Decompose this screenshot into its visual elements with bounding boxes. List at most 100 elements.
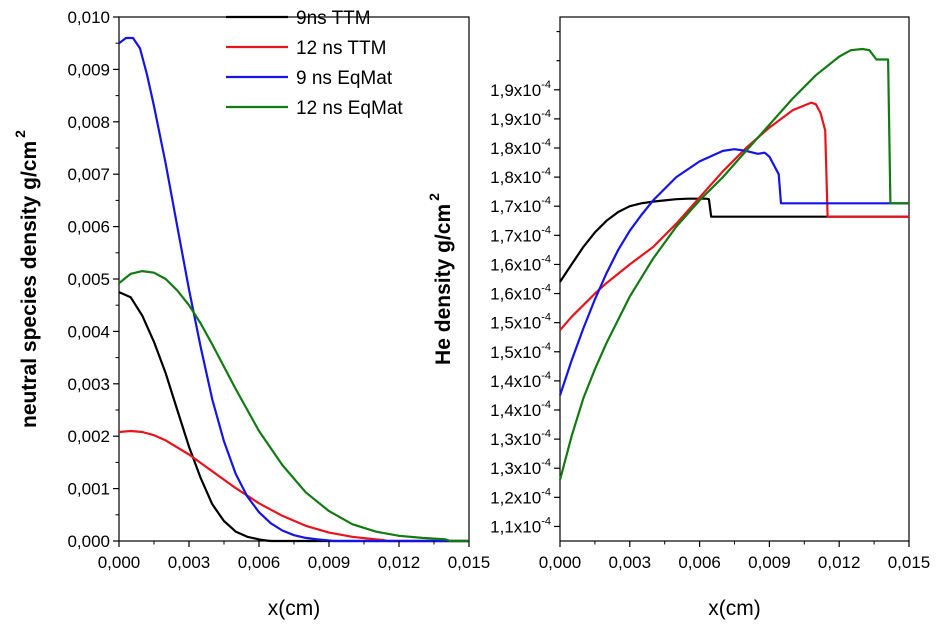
y-tick-exponent: -4: [541, 253, 551, 265]
y-tick-label: 0,005: [67, 270, 110, 289]
series-line-1-3: [558, 47, 909, 481]
x-tick-label: 0,009: [748, 553, 791, 572]
y-tick-label: 0,008: [67, 113, 110, 132]
y-tick-label: 1,7x10-4: [490, 224, 551, 245]
y-tick-label: 1,9x10-4: [490, 108, 551, 129]
series-line-1-1: [559, 101, 909, 331]
x-tick-label: 0,015: [448, 553, 491, 572]
y-tick-label: 1,3x10-4: [490, 457, 551, 478]
y-tick-mantissa: 1,3x10: [490, 459, 541, 478]
y-tick-mantissa: 1,9x10: [490, 81, 541, 100]
y-tick-exponent: -4: [541, 283, 551, 295]
y-tick-exponent: -4: [541, 137, 551, 149]
y-tick-exponent: -4: [541, 224, 551, 236]
y-tick-label: 0,003: [67, 375, 110, 394]
y-tick-mantissa: 1,8x10: [490, 168, 541, 187]
left-y-axis-label-sup: 2: [12, 130, 28, 138]
series-line-1-2: [558, 148, 909, 396]
y-tick-mantissa: 1,4x10: [490, 401, 541, 420]
right-chart: 0,000 0,003 0,006 0,009 0,012 0,015 1,1x10-4 1…: [426, 16, 931, 620]
y-tick-label: 1,5x10-4: [490, 312, 551, 333]
legend-label: 9ns TTM: [296, 8, 371, 29]
left-y-axis-ticks: 0,000 0,001 0,002 0,003 0,004 0,005 0,006 0,007…: [67, 8, 119, 551]
x-tick-label: 0,009: [308, 553, 351, 572]
y-tick-mantissa: 1,6x10: [490, 285, 541, 304]
y-tick-label: 0,006: [67, 218, 110, 237]
series-line-1-0: [559, 197, 909, 283]
left-x-axis-label: x(cm): [268, 597, 320, 620]
y-tick-exponent: -4: [541, 457, 551, 469]
right-x-axis-ticks: 0,000 0,003 0,006 0,009 0,012 0,015: [539, 541, 931, 572]
y-tick-label: 1,6x10-4: [490, 283, 551, 304]
y-tick-label: 0,007: [67, 165, 110, 184]
legend: 9ns TTM 12 ns TTM 9 ns EqMat 12 ns EqMat: [226, 8, 403, 119]
left-x-axis-ticks: 0,000 0,003 0,006 0,009 0,012 0,015: [98, 541, 491, 572]
y-tick-label: 1,4x10-4: [490, 399, 551, 420]
right-y-axis-label: He density g/cm 2: [426, 193, 455, 365]
y-tick-mantissa: 1,7x10: [490, 226, 541, 245]
series-line-0-2: [118, 36, 469, 543]
left-y-axis-label-text: neutral species density g/cm: [18, 141, 41, 428]
y-tick-label: 1,8x10-4: [490, 137, 551, 158]
left-y-axis-label: neutral species density g/cm 2: [12, 130, 41, 428]
y-tick-mantissa: 1,7x10: [490, 197, 541, 216]
y-tick-label: 0,009: [67, 60, 110, 79]
x-tick-label: 0,006: [678, 553, 721, 572]
y-tick-exponent: -4: [541, 486, 551, 498]
y-tick-mantissa: 1,5x10: [490, 314, 541, 333]
y-tick-exponent: -4: [541, 515, 551, 527]
right-y-axis-label-text: He density g/cm: [432, 204, 455, 365]
right-series-group: [558, 47, 909, 481]
y-tick-label: 0,002: [67, 427, 110, 446]
series-line-0-0: [118, 291, 469, 543]
y-tick-exponent: -4: [541, 166, 551, 178]
y-tick-label: 1,6x10-4: [490, 253, 551, 274]
x-tick-label: 0,015: [888, 553, 931, 572]
legend-label: 9 ns EqMat: [296, 68, 393, 89]
y-tick-label: 1,4x10-4: [490, 370, 551, 391]
legend-label: 12 ns TTM: [296, 38, 386, 59]
y-tick-exponent: -4: [541, 341, 551, 353]
y-tick-mantissa: 1,2x10: [490, 488, 541, 507]
left-chart: 0,000 0,003 0,006 0,009 0,012 0,015 0,0000,00…: [12, 8, 491, 620]
left-series-group: [118, 36, 469, 543]
y-tick-label: 0,000: [67, 532, 110, 551]
y-tick-exponent: -4: [541, 195, 551, 207]
y-tick-label: 1,1x10-4: [490, 515, 551, 536]
x-tick-label: 0,003: [609, 553, 652, 572]
y-tick-exponent: -4: [541, 399, 551, 411]
y-tick-exponent: -4: [541, 108, 551, 120]
y-tick-exponent: -4: [541, 79, 551, 91]
x-tick-label: 0,000: [98, 553, 141, 572]
x-tick-label: 0,012: [378, 553, 421, 572]
right-x-axis-label: x(cm): [708, 597, 760, 620]
right-y-axis-ticks: 1,1x10-41,2x10-41,3x10-41,3x10-41,4x10-4…: [490, 30, 560, 536]
y-tick-label: 1,2x10-4: [490, 486, 551, 507]
x-tick-label: 0,000: [539, 553, 582, 572]
y-tick-label: 0,001: [67, 480, 110, 499]
left-plot-frame: [118, 16, 470, 542]
y-tick-mantissa: 1,6x10: [490, 255, 541, 274]
x-tick-label: 0,003: [168, 553, 211, 572]
y-tick-mantissa: 1,5x10: [490, 343, 541, 362]
x-tick-label: 0,012: [818, 553, 861, 572]
y-tick-label: 1,8x10-4: [490, 166, 551, 187]
y-tick-exponent: -4: [541, 312, 551, 324]
y-tick-label: 1,9x10-4: [490, 79, 551, 100]
y-tick-mantissa: 1,3x10: [490, 430, 541, 449]
y-tick-label: 1,7x10-4: [490, 195, 551, 216]
series-line-0-1: [118, 429, 469, 543]
y-tick-label: 1,3x10-4: [490, 428, 551, 449]
y-tick-mantissa: 1,4x10: [490, 372, 541, 391]
legend-label: 12 ns EqMat: [296, 98, 403, 119]
y-tick-mantissa: 1,9x10: [490, 110, 541, 129]
right-y-axis-label-sup: 2: [426, 193, 442, 201]
y-tick-mantissa: 1,8x10: [490, 139, 541, 158]
y-tick-label: 1,5x10-4: [490, 341, 551, 362]
y-tick-label: 0,010: [67, 8, 110, 27]
series-line-0-3: [118, 270, 469, 543]
y-tick-label: 0,004: [67, 322, 110, 341]
x-tick-label: 0,006: [238, 553, 281, 572]
y-tick-exponent: -4: [541, 428, 551, 440]
